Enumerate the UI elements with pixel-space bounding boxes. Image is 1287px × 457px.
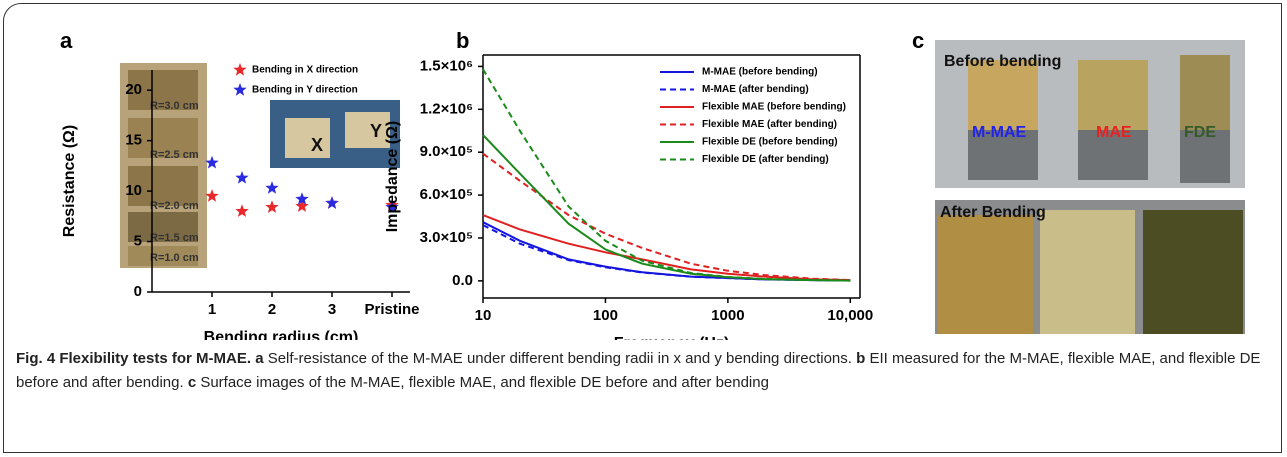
photo-label: R=3.0 cm (150, 100, 199, 112)
x-tick-label: 2 (268, 301, 276, 318)
x-tick-label: 3 (328, 301, 336, 318)
photo-detail (128, 70, 198, 110)
photo-detail (128, 212, 198, 242)
data-point (205, 155, 219, 169)
data-line (482, 68, 851, 282)
photo-label: Before bending (944, 53, 1061, 70)
photo-label: R=2.5 cm (150, 149, 199, 161)
y-tick-label: 1.5×10⁶ (420, 57, 473, 74)
data-line (482, 221, 851, 282)
photo-label: After Bending (940, 204, 1046, 221)
caption-text: Surface images of the M-MAE, flexible MA… (196, 374, 769, 391)
data-point (385, 200, 399, 213)
photo-label: FDE (1184, 124, 1216, 141)
legend-label: Bending in Y direction (252, 85, 358, 96)
y-tick-label: 9.0×10⁵ (420, 143, 473, 160)
legend-label: Flexible DE (before bending) (702, 137, 838, 148)
photo-detail (938, 215, 1033, 334)
x-axis-label: Frequency (Hz) (614, 335, 730, 340)
y-tick-label: 10 (125, 182, 142, 199)
panel-label: c (912, 28, 924, 53)
y-tick-label: 1.2×10⁶ (420, 100, 473, 117)
y-tick-label: 0 (134, 283, 142, 300)
data-line (482, 224, 851, 282)
legend-marker (233, 83, 247, 96)
photo-label: Y (370, 121, 382, 141)
photo-label: M-MAE (972, 124, 1027, 141)
legend-label: Flexible MAE (after bending) (702, 119, 837, 130)
data-point (265, 200, 279, 213)
photo-detail (128, 246, 198, 266)
y-axis-label: Resistance (Ω) (61, 125, 78, 237)
data-point (325, 196, 339, 209)
y-tick-label: 0.0 (452, 272, 473, 289)
x-tick-label: 100 (593, 307, 618, 324)
y-axis-label: Impedance (Ω) (384, 121, 401, 233)
y-tick-label: 3.0×10⁵ (420, 229, 473, 246)
data-point (265, 181, 279, 194)
x-tick-label: 10 (475, 307, 492, 324)
photo-detail (1143, 210, 1243, 334)
x-tick-label: Pristine (364, 301, 419, 318)
data-point (295, 199, 309, 212)
data-point (295, 192, 309, 205)
photo-detail (128, 118, 198, 158)
photo-label: X (311, 135, 323, 155)
y-tick-label: 5 (134, 233, 142, 250)
caption-title: Fig. 4 Flexibility tests for M-MAE. (16, 350, 252, 367)
figure-panels: a b c R=3.0 cm R=2.5 cm R=2.0 cm R=1.5 c… (60, 28, 1245, 340)
photo-detail (285, 118, 330, 158)
caption: Fig. 4 Flexibility tests for M-MAE. a Se… (16, 347, 1271, 395)
data-point (235, 204, 249, 217)
photo-label: MAE (1096, 124, 1132, 141)
data-point (235, 171, 249, 184)
photo-detail (345, 112, 390, 148)
caption-label: c (187, 374, 197, 391)
legend-label: Bending in X direction (252, 65, 358, 76)
photo-detail (1078, 60, 1148, 130)
y-tick-label: 20 (125, 81, 142, 98)
y-tick-label: 15 (125, 132, 142, 149)
photo-detail (968, 60, 1038, 130)
photo-label: R=1.0 cm (150, 252, 199, 264)
legend-label: Flexible DE (after bending) (702, 154, 829, 165)
data-line (482, 214, 851, 282)
caption-text: EII measured for the M-MAE, flexible MAE… (16, 350, 1261, 391)
caption-label: b (856, 350, 866, 367)
caption-text: Self-resistance of the M-MAE under diffe… (263, 350, 852, 367)
caption-label: a (255, 350, 264, 367)
data-point (205, 189, 219, 202)
legend-label: Flexible MAE (before bending) (702, 102, 846, 113)
data-line (482, 152, 851, 281)
legend-label: M-MAE (before bending) (702, 67, 818, 78)
photo-detail (128, 166, 198, 206)
photo-detail (1040, 210, 1135, 334)
photo-label: R=2.0 cm (150, 200, 199, 212)
photo-detail (1180, 55, 1230, 130)
y-tick-label: 6.0×10⁵ (420, 186, 473, 203)
x-tick-label: 1000 (711, 307, 744, 324)
x-tick-label: 10,000 (827, 307, 873, 324)
panel-label: a (60, 28, 73, 53)
legend-marker (233, 63, 247, 76)
frame (3, 3, 1282, 453)
panel-label: b (456, 28, 469, 53)
photo-label: R=1.5 cm (150, 232, 199, 244)
x-axis-label: Bending radius (cm) (204, 329, 359, 340)
legend-label: M-MAE (after bending) (702, 84, 809, 95)
x-tick-label: 1 (208, 301, 216, 318)
